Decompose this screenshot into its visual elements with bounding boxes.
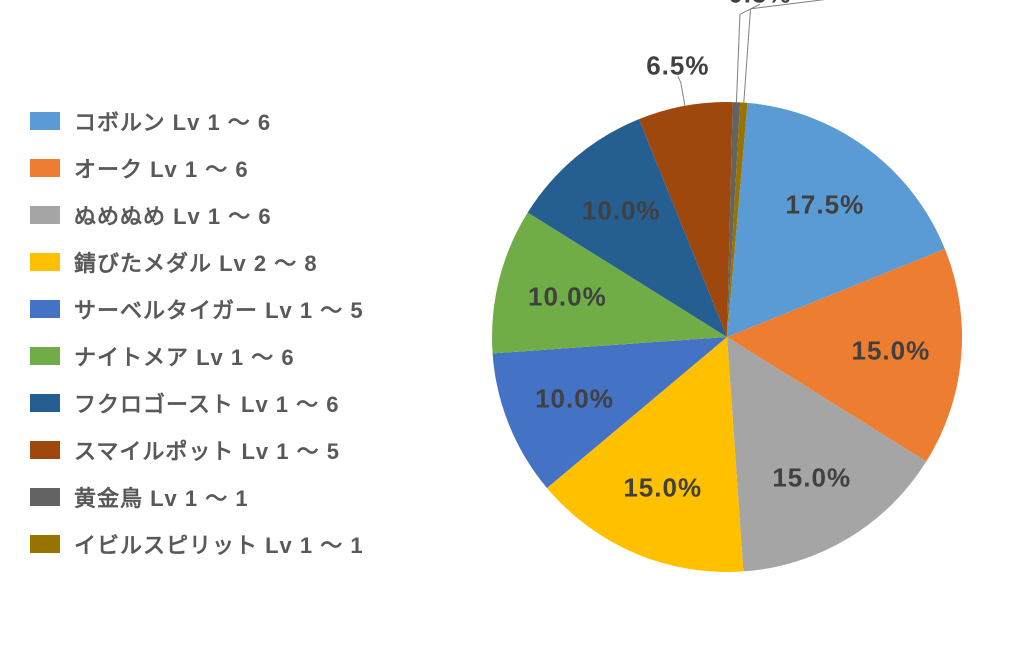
legend-item: フクロゴースト Lv 1 ～ 6 xyxy=(30,387,380,419)
legend-label: スマイルポット Lv 1 ～ 5 xyxy=(74,434,340,466)
legend-swatch xyxy=(30,300,60,318)
legend-label: ぬめぬめ Lv 1 ～ 6 xyxy=(74,199,272,231)
legend-swatch xyxy=(30,441,60,459)
legend-swatch xyxy=(30,488,60,506)
slice-label: 6.5% xyxy=(646,51,709,82)
legend-label: サーベルタイガー Lv 1 ～ 5 xyxy=(74,293,364,325)
slice-label: 17.5% xyxy=(785,189,864,220)
legend-swatch xyxy=(30,159,60,177)
legend-item: 黄金鳥 Lv 1 ～ 1 xyxy=(30,481,380,513)
legend-item: オーク Lv 1 ～ 6 xyxy=(30,152,380,184)
slice-label: 15.0% xyxy=(772,463,851,494)
pie-svg xyxy=(390,0,1024,664)
legend-item: ナイトメア Lv 1 ～ 6 xyxy=(30,340,380,372)
slice-label: 0.5% xyxy=(799,0,862,4)
slice-label: 10.0% xyxy=(582,195,661,226)
legend-swatch xyxy=(30,347,60,365)
legend-swatch xyxy=(30,394,60,412)
legend-item: コボルン Lv 1 ～ 6 xyxy=(30,105,380,137)
legend-item: 錆びたメダル Lv 2 ～ 8 xyxy=(30,246,380,278)
legend-swatch xyxy=(30,253,60,271)
legend-item: スマイルポット Lv 1 ～ 5 xyxy=(30,434,380,466)
legend-label: コボルン Lv 1 ～ 6 xyxy=(74,105,271,137)
slice-label: 15.0% xyxy=(623,473,702,504)
slice-label: 0.5% xyxy=(728,0,791,10)
legend-item: ぬめぬめ Lv 1 ～ 6 xyxy=(30,199,380,231)
legend-label: 黄金鳥 Lv 1 ～ 1 xyxy=(74,481,249,513)
legend-label: フクロゴースト Lv 1 ～ 6 xyxy=(74,387,340,419)
pie-chart: 17.5% 15.0% 15.0% 15.0% 10.0% 10.0% 10.0% 6.5% 0… xyxy=(390,0,1024,664)
legend-label: イビルスピリット Lv 1 ～ 1 xyxy=(74,528,364,560)
legend-swatch xyxy=(30,206,60,224)
legend-item: サーベルタイガー Lv 1 ～ 5 xyxy=(30,293,380,325)
legend-label: 錆びたメダル Lv 2 ～ 8 xyxy=(74,246,318,278)
legend: コボルン Lv 1 ～ 6 オーク Lv 1 ～ 6 ぬめぬめ Lv 1 ～ 6 錆び… xyxy=(0,90,390,575)
legend-item: イビルスピリット Lv 1 ～ 1 xyxy=(30,528,380,560)
legend-swatch xyxy=(30,535,60,553)
slice-label: 10.0% xyxy=(535,383,614,414)
legend-label: ナイトメア Lv 1 ～ 6 xyxy=(74,340,295,372)
legend-label: オーク Lv 1 ～ 6 xyxy=(74,152,249,184)
slice-label: 10.0% xyxy=(528,282,607,313)
legend-swatch xyxy=(30,112,60,130)
chart-container: コボルン Lv 1 ～ 6 オーク Lv 1 ～ 6 ぬめぬめ Lv 1 ～ 6 錆び… xyxy=(0,0,1024,664)
slice-label: 15.0% xyxy=(851,336,930,367)
